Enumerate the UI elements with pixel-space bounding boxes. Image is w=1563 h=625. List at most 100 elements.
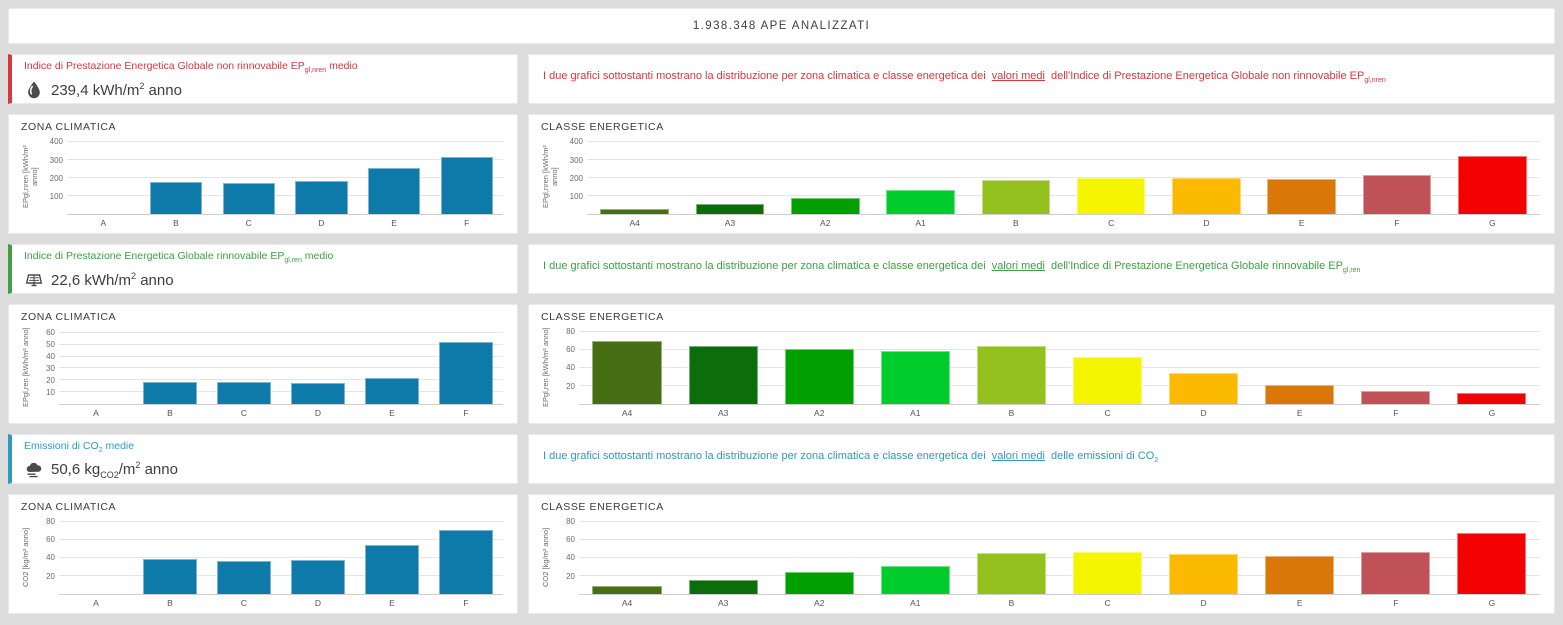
plot-axis: 10 20 30 40 50 60 A B C D E F (31, 327, 505, 418)
bar-A1[interactable] (886, 190, 955, 214)
bar-G[interactable] (1458, 155, 1527, 214)
bar-slot (1159, 137, 1254, 214)
bar-D[interactable] (1172, 178, 1241, 214)
bar-C[interactable] (217, 561, 271, 594)
bar-slot (1252, 327, 1348, 404)
description-card-co2: I due grafici sottostanti mostrano la di… (528, 434, 1555, 484)
chart-card-classe-co2: CLASSE ENERGETICA CO2 [kg/m² anno] 20 40 60… (528, 494, 1555, 614)
header-bar: 1.938.348 APE ANALIZZATI (8, 8, 1555, 44)
x-axis-label: B (1008, 408, 1015, 418)
bar-C[interactable] (1072, 356, 1143, 404)
bar-slot (682, 137, 777, 214)
x-axis-label: A4 (621, 408, 633, 418)
bar-B[interactable] (143, 558, 197, 594)
classe-energetica-nren-bar-chart: EPgl,nren [kWh/m² anno] 100 200 300 400 A4 A3 A… (541, 137, 1542, 228)
bar-C[interactable] (217, 381, 271, 404)
bar-slot (1156, 327, 1252, 404)
bar-F[interactable] (439, 529, 493, 594)
bar-D[interactable] (1169, 554, 1239, 594)
bar-D[interactable] (291, 559, 345, 594)
bar-slot (873, 137, 968, 214)
bar-F[interactable] (440, 156, 493, 214)
bar-D[interactable] (1169, 373, 1239, 404)
y-tick-label: 60 (566, 344, 575, 354)
bar-B[interactable] (976, 553, 1047, 594)
valori-medi-link[interactable]: valori medi (991, 260, 1045, 273)
y-axis-title: EPgl,ren [kWh/m² anno] (21, 327, 30, 407)
bar-slot (1156, 517, 1252, 594)
bar-slot (1254, 137, 1349, 214)
bar-E[interactable] (365, 545, 419, 594)
bar-A2[interactable] (790, 197, 860, 214)
metric-card-epgl-ren: Indice di Prestazione Energetica Globale… (8, 244, 518, 294)
bar-B[interactable] (143, 381, 197, 404)
bar-slot (429, 517, 503, 594)
bar-C[interactable] (1072, 552, 1143, 594)
bar-slot (133, 517, 207, 594)
bar-F[interactable] (1362, 175, 1432, 214)
bar-A4[interactable] (592, 585, 662, 594)
bar-A4[interactable] (600, 208, 669, 214)
x-axis-label: C (245, 218, 252, 228)
bar-E[interactable] (1267, 178, 1337, 214)
plot-axis: 100 200 300 400 A4 A3 A2 A1 B C D E F G (559, 137, 1542, 228)
x-axis-label: A (93, 598, 99, 608)
bar-E[interactable] (367, 168, 421, 214)
bar-slot (1349, 137, 1444, 214)
bar-F[interactable] (439, 342, 493, 404)
bars-container (59, 517, 503, 594)
plot-axis: 20 40 60 80 A4 A3 A2 A1 B C D E F G (551, 327, 1542, 418)
gridline (587, 159, 1540, 161)
bar-B[interactable] (981, 179, 1051, 214)
x-axis-label: A1 (910, 408, 921, 418)
gridline (59, 379, 503, 381)
x-axis-label: F (1393, 408, 1399, 418)
flame-drop-icon (28, 81, 40, 99)
x-axis-label: D (314, 598, 322, 608)
x-axis: A4 A3 A2 A1 B C D E F G (579, 405, 1540, 418)
bar-slot (355, 327, 429, 404)
bar-B[interactable] (976, 346, 1047, 404)
bar-A3[interactable] (695, 203, 765, 214)
plot-row: 100 200 300 400 (559, 137, 1542, 215)
valori-medi-link[interactable]: valori medi (991, 70, 1045, 83)
gridline (59, 520, 503, 522)
bar-A3[interactable] (688, 346, 758, 404)
metric-card-co2: Emissioni di CO2 medie 50,6 kgCO2/m2 ann… (8, 434, 518, 484)
x-axis-label: D (1203, 218, 1210, 228)
bar-slot (1063, 137, 1158, 214)
y-axis-title: CO2 [kg/m² anno] (541, 527, 550, 587)
x-axis: A4 A3 A2 A1 B C D E F G (587, 215, 1540, 228)
bars-container (67, 137, 503, 214)
plot-row: 20 40 60 80 (551, 517, 1542, 595)
gridline (59, 331, 503, 333)
classe-energetica-ren-bar-chart: EPgl,ren [kWh/m² anno] 20 40 60 80 A4 A3 A2 A1 B C… (541, 327, 1542, 418)
bar-D[interactable] (295, 180, 348, 214)
bar-D[interactable] (291, 382, 345, 404)
bar-G[interactable] (1457, 533, 1527, 594)
bar-F[interactable] (1361, 552, 1431, 594)
bar-A2[interactable] (784, 348, 854, 404)
gridline (59, 343, 503, 345)
bar-A1[interactable] (880, 351, 950, 404)
bar-E[interactable] (365, 377, 419, 404)
gridline (587, 177, 1540, 179)
bar-C[interactable] (222, 183, 275, 214)
bar-A2[interactable] (784, 572, 854, 594)
bar-A3[interactable] (688, 580, 758, 594)
bar-E[interactable] (1265, 555, 1335, 594)
bar-C[interactable] (1076, 177, 1146, 214)
bar-A1[interactable] (880, 565, 950, 594)
y-tick-label: 40 (566, 363, 575, 373)
bar-B[interactable] (149, 181, 203, 214)
valori-medi-link[interactable]: valori medi (991, 450, 1045, 463)
x-axis: A B C D E F (67, 215, 503, 228)
bar-G[interactable] (1457, 393, 1527, 404)
gridline (67, 195, 503, 197)
x-axis-label: A3 (717, 408, 729, 418)
gridline (67, 177, 503, 179)
bar-A4[interactable] (592, 340, 662, 404)
bar-F[interactable] (1361, 391, 1431, 404)
bar-E[interactable] (1265, 384, 1335, 404)
plot-axis: 100 200 300 400 A B C D E F (39, 137, 505, 228)
